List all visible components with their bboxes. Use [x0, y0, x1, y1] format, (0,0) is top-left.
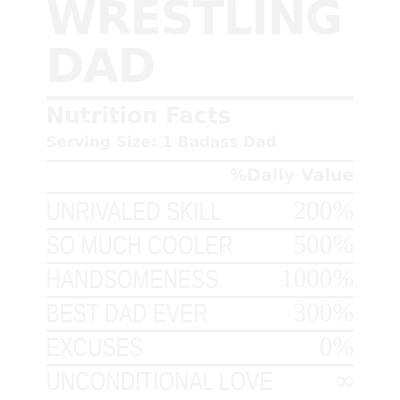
- daily-value-header: %Daily Value: [229, 166, 354, 186]
- row-value: 200%: [293, 196, 354, 225]
- title-line-2: DAD: [46, 39, 156, 93]
- row-value: 300%: [293, 298, 354, 327]
- row-value: 0%: [319, 332, 354, 361]
- row-label: BEST DAD EVER: [46, 298, 208, 328]
- serving-size: Serving Size: 1 Badass Dad: [46, 133, 277, 151]
- divider-thick-top: [46, 96, 354, 100]
- row-value: 500%: [293, 230, 354, 259]
- row-value: 1000%: [280, 264, 354, 293]
- row-excuses: EXCUSES 0%: [46, 332, 354, 366]
- row-best-dad-ever: BEST DAD EVER 300%: [46, 298, 354, 332]
- row-so-much-cooler: SO MUCH COOLER 500%: [46, 230, 354, 264]
- title-block: WRESTLING DAD: [46, 0, 366, 90]
- divider-thin-2: [46, 192, 354, 194]
- title-line-1: WRESTLING: [46, 0, 343, 45]
- row-label: SO MUCH COOLER: [46, 230, 234, 260]
- row-divider: [46, 228, 354, 230]
- row-label: UNRIVALED SKILL: [46, 196, 222, 226]
- row-label: EXCUSES: [46, 332, 143, 362]
- row-handsomeness: HANDSOMENESS 1000%: [46, 264, 354, 298]
- infinity-value: ∞: [335, 366, 354, 395]
- row-divider: [46, 330, 354, 332]
- row-unconditional-love: UNCONDITIONAL LOVE ∞: [46, 366, 354, 400]
- row-label: UNCONDITIONAL LOVE: [46, 366, 273, 396]
- row-unrivaled-skill: UNRIVALED SKILL 200%: [46, 196, 354, 230]
- row-divider: [46, 296, 354, 298]
- row-divider: [46, 262, 354, 264]
- nutrition-facts-heading: Nutrition Facts: [46, 104, 231, 129]
- row-label: HANDSOMENESS: [46, 264, 219, 294]
- row-divider: [46, 364, 354, 366]
- divider-thin-1: [46, 160, 354, 162]
